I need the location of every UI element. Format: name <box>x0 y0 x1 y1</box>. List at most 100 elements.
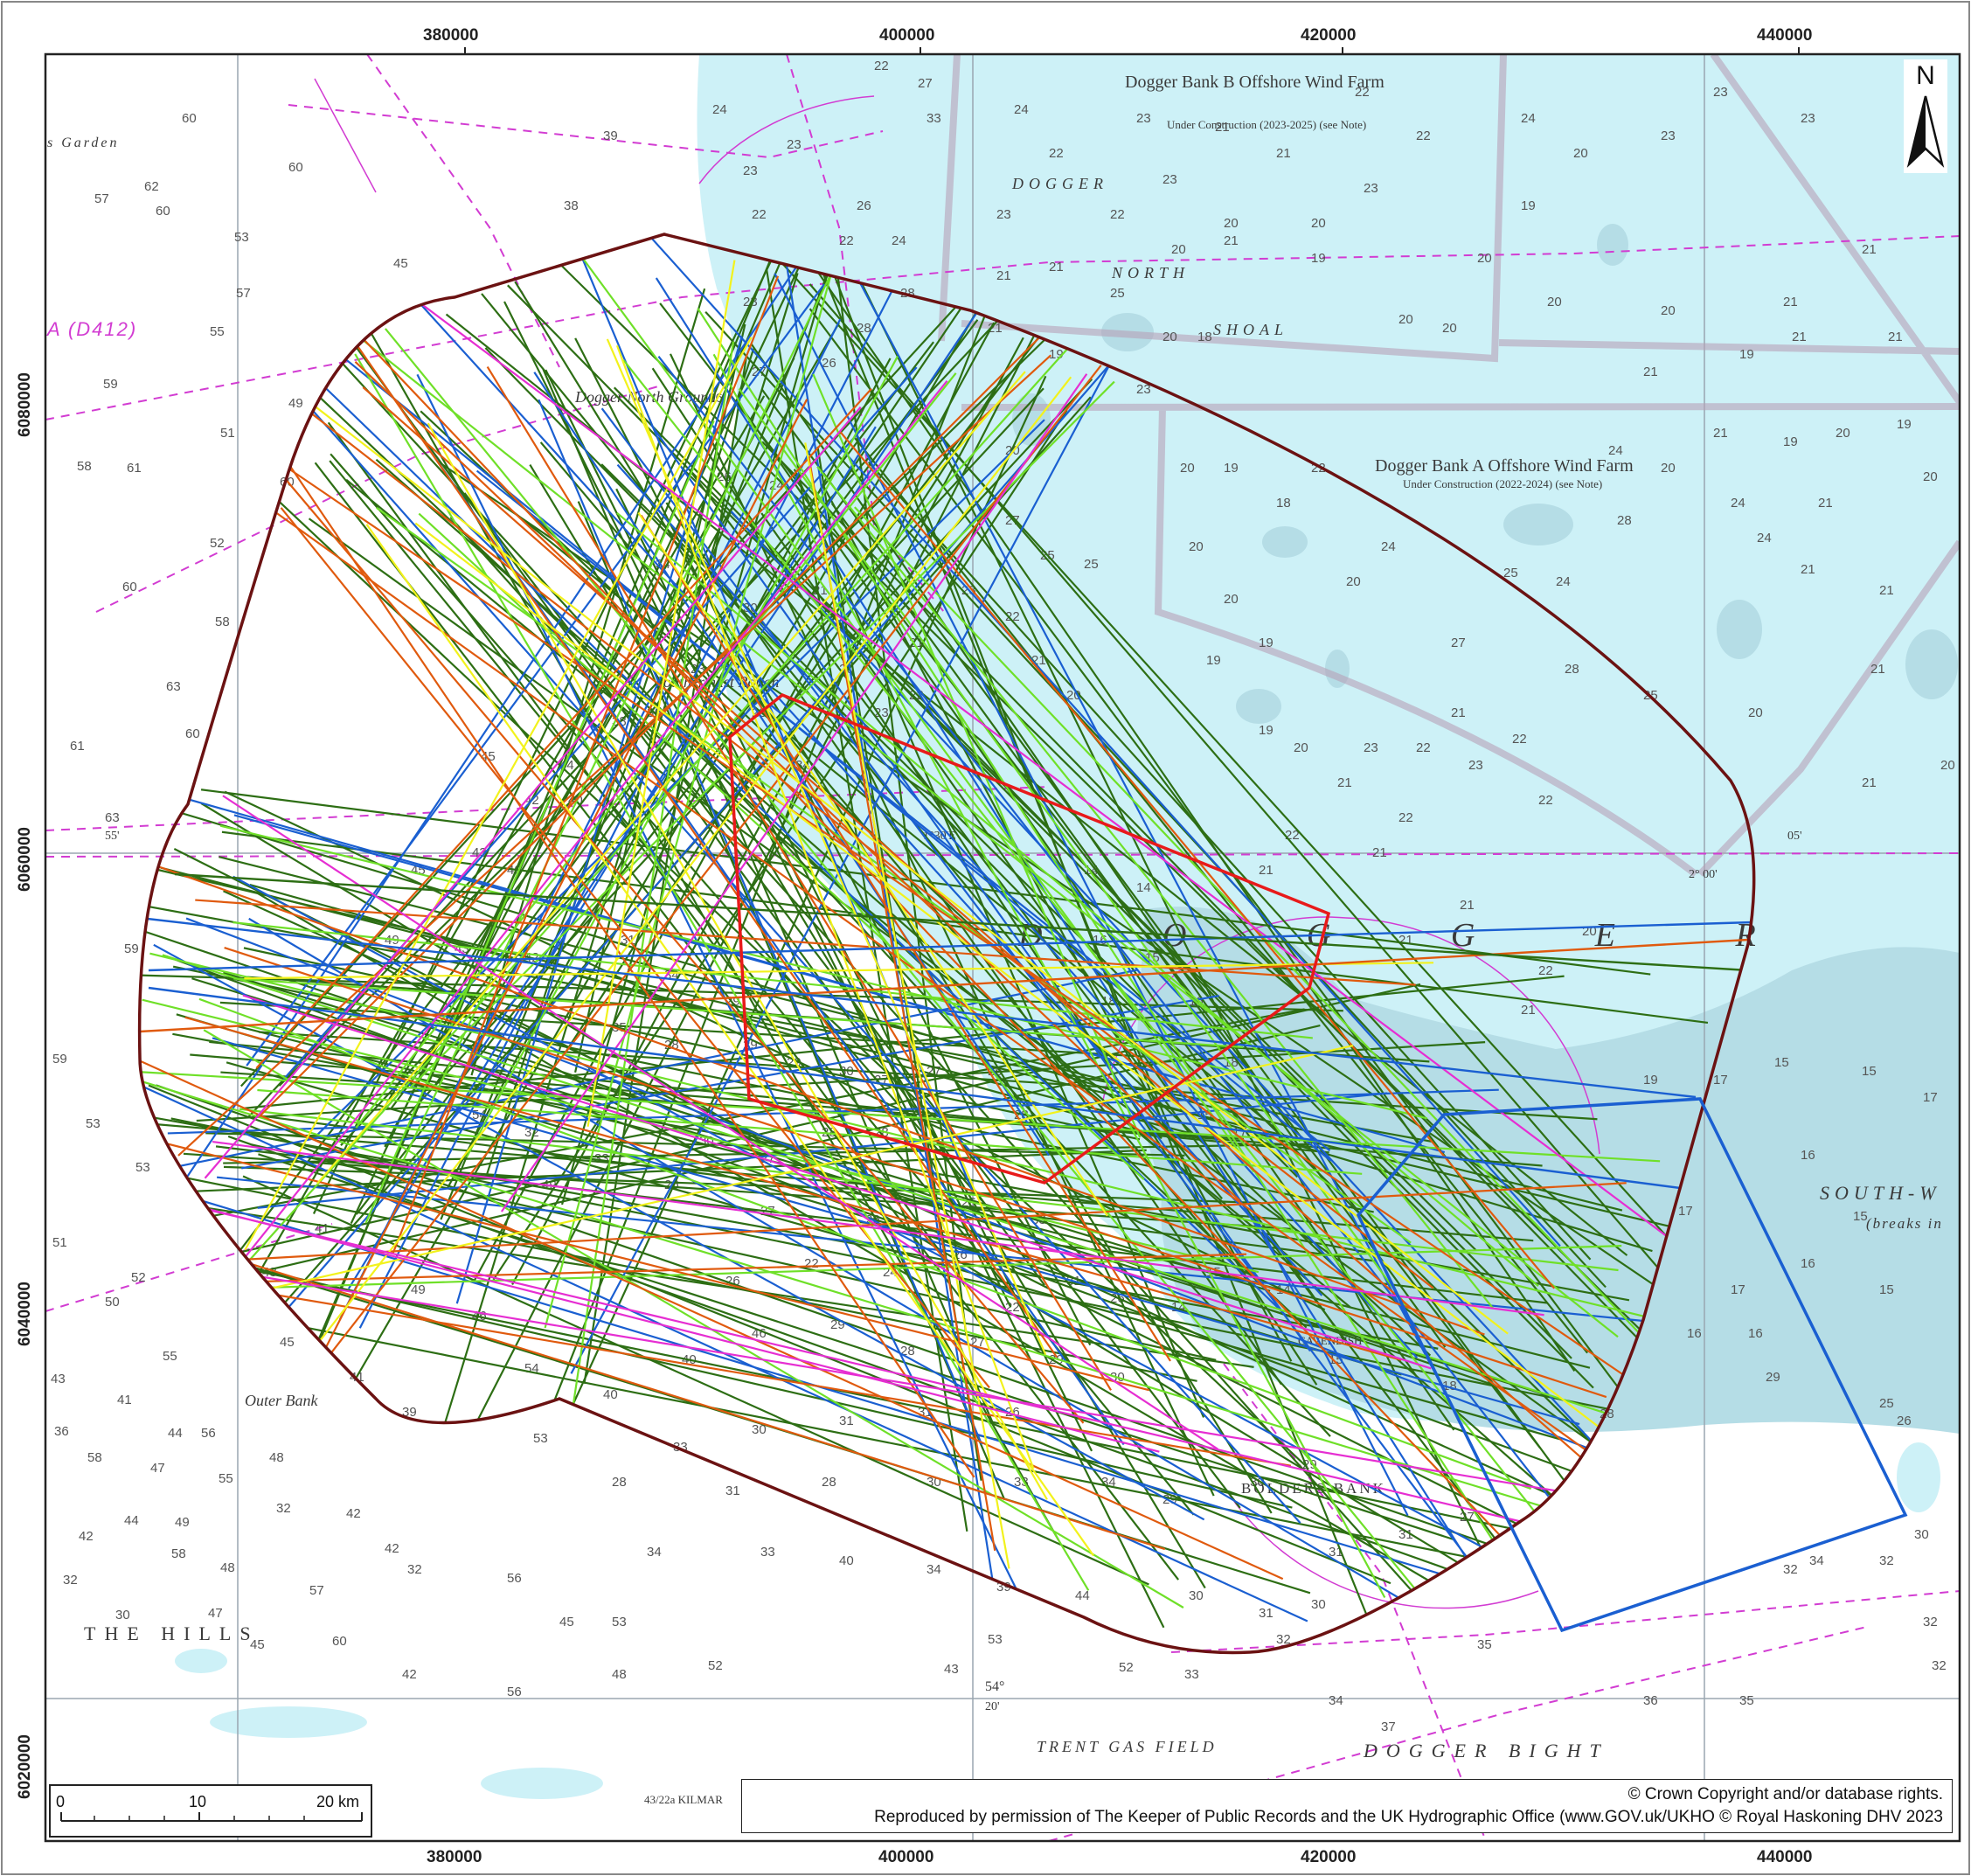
svg-text:28: 28 <box>857 321 871 336</box>
svg-text:29: 29 <box>1766 1370 1780 1385</box>
map-frame <box>44 52 1961 1843</box>
svg-text:22: 22 <box>1398 810 1413 825</box>
svg-text:28: 28 <box>822 1475 836 1490</box>
vessel-track <box>246 283 825 1067</box>
svg-text:20: 20 <box>1661 461 1676 476</box>
vessel-track <box>257 1088 1363 1175</box>
svg-text:59: 59 <box>52 1052 67 1067</box>
svg-text:23: 23 <box>1713 85 1728 100</box>
svg-text:45: 45 <box>393 256 408 271</box>
vessel-track <box>144 860 1485 1336</box>
vessel-track <box>854 437 1588 1354</box>
svg-text:37: 37 <box>1381 1720 1396 1734</box>
vessel-tracks <box>139 234 1753 1653</box>
vessel-track <box>212 1140 1544 1317</box>
vessel-track <box>500 373 1088 1212</box>
svg-text:21: 21 <box>1862 775 1877 790</box>
label-the-hills: THE HILLS <box>84 1622 260 1644</box>
svg-text:47: 47 <box>208 1606 223 1621</box>
svg-text:28: 28 <box>1565 662 1579 677</box>
vessel-track <box>219 824 1428 1120</box>
svg-text:20: 20 <box>1748 705 1763 720</box>
svg-text:17: 17 <box>1731 1282 1745 1297</box>
vessel-track <box>544 234 846 1329</box>
vessel-track <box>211 376 1072 1480</box>
vessel-track <box>538 375 1047 1479</box>
svg-text:45: 45 <box>559 1615 574 1629</box>
vessel-track <box>243 947 1141 1141</box>
vessel-track <box>166 955 1662 1505</box>
svg-text:28: 28 <box>612 1475 627 1490</box>
svg-text:57: 57 <box>236 286 251 301</box>
svg-text:42: 42 <box>385 1541 399 1556</box>
vessel-track <box>317 379 1287 1316</box>
label-wind-farm-b: Dogger Bank B Offshore Wind Farm <box>1125 73 1385 92</box>
vessel-track <box>586 260 736 1127</box>
svg-text:24: 24 <box>1608 443 1623 458</box>
svg-text:20: 20 <box>1661 303 1676 318</box>
label-lat-20: 20' <box>985 1700 1000 1713</box>
svg-text:57: 57 <box>94 191 109 206</box>
svg-text:25: 25 <box>1879 1396 1894 1411</box>
vessel-track <box>650 424 1311 1352</box>
vessel-track <box>836 267 968 1335</box>
svg-text:42: 42 <box>402 1667 417 1682</box>
x-tick-top-1: 380000 <box>423 26 478 45</box>
vessel-track <box>314 405 1509 1335</box>
vessel-track <box>738 387 1410 1310</box>
svg-text:19: 19 <box>1259 636 1274 650</box>
svg-text:20: 20 <box>1836 426 1850 441</box>
vessel-track <box>773 253 1689 1261</box>
vessel-track <box>194 1044 1354 1307</box>
label-shoal: SHOAL <box>1213 321 1288 338</box>
svg-text:16: 16 <box>1801 1148 1815 1163</box>
svg-text:21: 21 <box>1224 233 1239 248</box>
svg-text:22: 22 <box>1538 793 1553 808</box>
svg-text:58: 58 <box>87 1450 102 1465</box>
vessel-track <box>196 983 1421 1263</box>
svg-text:36: 36 <box>54 1424 69 1439</box>
vessel-track <box>809 243 1373 1629</box>
vessel-track <box>427 447 1125 1446</box>
vessel-track <box>244 962 1434 980</box>
chart-background: 60 60 57 62 60 53 45 38 39 24 57 55 59 49 51 58 61 6… <box>45 54 1960 1841</box>
svg-text:21: 21 <box>1870 662 1885 677</box>
vessel-track <box>566 341 735 1450</box>
svg-text:18: 18 <box>1442 1379 1457 1393</box>
label-wind-farm-a: Dogger Bank A Offshore Wind Farm <box>1375 456 1634 476</box>
svg-text:57: 57 <box>309 1583 324 1598</box>
vessel-track <box>665 502 1282 1386</box>
svg-text:53: 53 <box>612 1615 627 1629</box>
svg-text:61: 61 <box>127 461 142 476</box>
svg-text:22: 22 <box>1355 85 1370 100</box>
svg-text:40: 40 <box>839 1553 854 1568</box>
svg-text:19: 19 <box>1224 461 1239 476</box>
svg-text:42: 42 <box>346 1506 361 1521</box>
svg-text:53: 53 <box>533 1431 548 1446</box>
svg-text:23: 23 <box>1162 172 1177 187</box>
y-tick-3: 6040000 <box>16 1282 34 1346</box>
svg-text:49: 49 <box>411 1282 426 1297</box>
svg-text:20: 20 <box>1224 216 1239 231</box>
label-lat-54: 54° <box>985 1679 1004 1694</box>
svg-text:17: 17 <box>1713 1073 1728 1087</box>
svg-text:51: 51 <box>52 1235 67 1250</box>
svg-text:25: 25 <box>1503 566 1518 580</box>
svg-text:31: 31 <box>1259 1606 1274 1621</box>
svg-text:14: 14 <box>1136 880 1151 895</box>
label-dogger: DOGGER <box>1011 175 1108 192</box>
vessel-track <box>600 407 1522 1629</box>
vessel-track <box>139 1270 1292 1467</box>
svg-text:19: 19 <box>1311 251 1326 266</box>
svg-text:45: 45 <box>250 1637 265 1652</box>
svg-text:60: 60 <box>288 160 303 175</box>
vessel-track <box>257 1092 1388 1209</box>
label-lat-55: 55' <box>105 830 120 843</box>
vessel-track <box>486 365 1112 1391</box>
vessel-track <box>572 243 1255 1173</box>
svg-text:19: 19 <box>1643 1073 1658 1087</box>
svg-text:53: 53 <box>234 230 249 245</box>
svg-text:35: 35 <box>1739 1693 1754 1708</box>
svg-text:20: 20 <box>1294 740 1308 755</box>
svg-text:24: 24 <box>1731 496 1745 511</box>
